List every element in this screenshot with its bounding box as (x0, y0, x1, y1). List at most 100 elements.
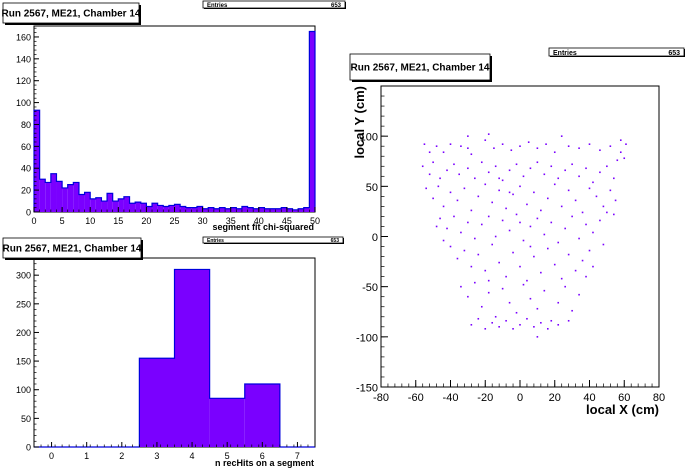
histogram-bar (39, 179, 46, 212)
scatter-point (547, 247, 549, 250)
histogram-bar (174, 269, 210, 447)
scatter-point (491, 243, 493, 246)
scatter-point (560, 135, 563, 137)
histogram-bar (241, 206, 248, 212)
y-tick-label: 80 (21, 120, 31, 130)
scatter-point (435, 225, 438, 228)
y-axis-title: local Y (cm) (352, 86, 367, 159)
scatter-point (463, 187, 466, 190)
scatter-point (619, 151, 622, 154)
x-tick-label: 30 (198, 216, 208, 226)
x-tick-label: 4 (190, 451, 195, 461)
scatter-point (515, 213, 518, 216)
histogram-bar (78, 194, 85, 212)
scatter-point (487, 279, 490, 282)
scatter-point (557, 177, 560, 180)
scatter-point (508, 229, 511, 232)
y-tick-label: 0 (372, 232, 378, 244)
scatter-point (574, 199, 577, 202)
scatter-point (606, 165, 608, 168)
histogram-bar (73, 182, 79, 212)
scatter-point (508, 169, 511, 172)
scatter-point (522, 175, 525, 178)
x-tick-label: 40 (583, 392, 595, 404)
scatter-point (501, 219, 504, 222)
histogram-bar (90, 198, 96, 212)
histogram-bar (230, 207, 237, 212)
chart-title: Run 2567, ME21, Chamber 14 (351, 63, 490, 74)
y-tick-label: 60 (21, 142, 31, 152)
histogram-bar (34, 110, 40, 212)
y-tick-label: 250 (16, 299, 31, 309)
scatter-point (428, 173, 431, 176)
histogram-bar (264, 208, 271, 212)
scatter-point (512, 193, 514, 196)
histogram-bar (101, 201, 108, 212)
scatter-point (501, 179, 504, 182)
scatter-point (543, 289, 546, 292)
scatter-point (564, 227, 566, 230)
stats-entries-value: 653 (668, 50, 680, 57)
y-tick-label: 100 (360, 132, 378, 144)
stats-entries-value: 653 (331, 3, 342, 9)
scatter-point (581, 259, 584, 262)
histogram-bar (209, 398, 245, 447)
scatter-point (560, 277, 563, 280)
scatter-point (439, 177, 441, 180)
histogram-bar (62, 187, 68, 212)
histogram-bar (50, 173, 57, 212)
scatter-point (550, 319, 553, 322)
histogram-bar (309, 31, 315, 213)
y-tick-label: 150 (16, 357, 31, 367)
histogram-bar (247, 207, 254, 212)
scatter-point (501, 143, 504, 145)
scatter-point (512, 328, 514, 330)
y-tick-label: 50 (21, 414, 31, 424)
stats-box (548, 47, 685, 57)
y-tick-label: 100 (16, 385, 31, 395)
scatter-point (609, 189, 612, 192)
stats-entries-label: Entries (207, 238, 224, 244)
scatter-point (456, 199, 459, 202)
scatter-point (477, 253, 480, 256)
scatter-point (595, 195, 598, 198)
y-tick-label: 300 (16, 271, 31, 281)
title-box (2, 2, 140, 24)
scatter-point (567, 319, 570, 322)
scatter-point (467, 147, 469, 150)
scatter-point (553, 183, 556, 186)
scatter-point (493, 147, 495, 150)
scatter-point (477, 317, 480, 320)
scatter-point (581, 211, 584, 214)
scatter-point (613, 177, 615, 180)
scatter-point (487, 171, 490, 174)
scatter-point (460, 145, 462, 147)
scatter-point (588, 143, 591, 145)
scatter-point (585, 167, 587, 170)
scatter-point (602, 205, 605, 208)
histogram-bar (140, 203, 147, 212)
scatter-point (540, 321, 542, 324)
scatter-point (529, 297, 532, 300)
scatter-point (599, 219, 601, 222)
scatter-point (547, 328, 549, 330)
histogram-bar (157, 205, 164, 212)
scatter-point (458, 173, 460, 176)
histogram-bar (95, 197, 102, 212)
x-tick-label: 0 (517, 392, 523, 404)
x-tick-label: 3 (154, 451, 159, 461)
histogram-bar (45, 182, 51, 212)
scatter-point (602, 243, 605, 246)
histogram-bar (303, 207, 310, 212)
scatter-point (550, 165, 553, 168)
scatter-point (449, 245, 452, 248)
x-tick-label: 0 (31, 216, 36, 226)
scatter-point (512, 251, 514, 254)
stats-box (202, 0, 346, 9)
scatter-point (467, 135, 469, 137)
scatter-point (460, 231, 462, 234)
x-tick-label: 40 (254, 216, 264, 226)
scatter-point (432, 161, 434, 164)
x-tick-label: 50 (310, 216, 320, 226)
scatter-point (557, 323, 560, 326)
